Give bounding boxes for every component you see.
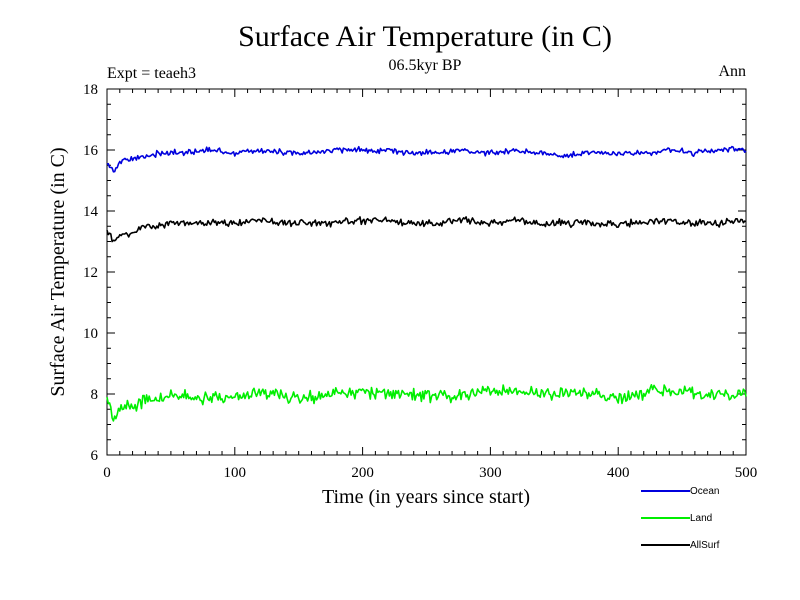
- y-tick-label: 8: [91, 387, 99, 403]
- y-tick-label: 16: [83, 143, 99, 159]
- x-axis-label: Time (in years since start): [322, 486, 530, 508]
- axis-ticks: 0 100 200 300 400 500 6 8 10 12 14 16 18: [83, 82, 757, 481]
- chart-subtitle: 06.5kyr BP: [389, 57, 462, 74]
- legend-label-ocean: Ocean: [690, 486, 719, 497]
- x-tick-label: 500: [735, 465, 758, 481]
- experiment-label: Expt = teaeh3: [107, 65, 196, 82]
- y-tick-label: 18: [83, 82, 98, 98]
- legend: Ocean Land AllSurf: [641, 486, 720, 551]
- series-line-ocean: [106, 145, 747, 173]
- plot-frame: [106, 88, 747, 456]
- series-lines: [106, 145, 747, 422]
- x-tick-label: 0: [103, 465, 111, 481]
- y-tick-label: 6: [91, 448, 99, 464]
- y-tick-label: 12: [83, 265, 98, 281]
- y-axis-label: Surface Air Temperature (in C): [47, 147, 69, 396]
- x-tick-label: 200: [351, 465, 374, 481]
- x-tick-label: 100: [224, 465, 247, 481]
- plot-area: 0 100 200 300 400 500 6 8 10 12 14 16 18: [83, 82, 757, 481]
- chart-title: Surface Air Temperature (in C): [238, 20, 612, 53]
- series-line-allsurf: [106, 216, 747, 243]
- x-tick-label: 400: [607, 465, 630, 481]
- y-tick-label: 10: [83, 326, 98, 342]
- y-tick-label: 14: [83, 204, 99, 220]
- legend-label-land: Land: [690, 513, 712, 524]
- series-line-land: [106, 383, 747, 422]
- x-tick-label: 300: [479, 465, 502, 481]
- legend-label-allsurf: AllSurf: [690, 540, 720, 551]
- season-label: Ann: [718, 63, 746, 80]
